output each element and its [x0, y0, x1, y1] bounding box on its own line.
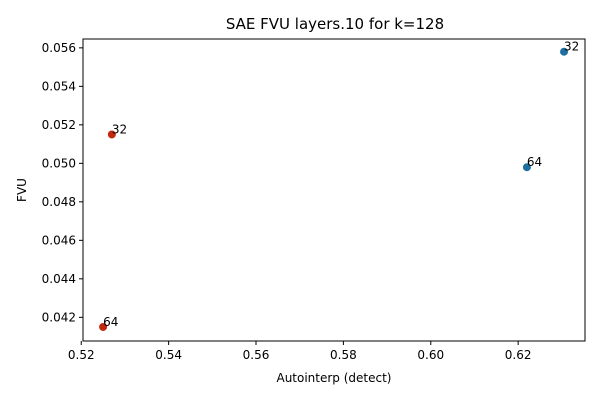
series-0: 32 64: [522, 40, 579, 172]
x-tick-label: 0.54: [155, 348, 182, 362]
plot-area: 32 64 32 64: [99, 40, 579, 331]
data-point: [522, 163, 531, 172]
plot-frame: [82, 38, 586, 342]
x-tick-label: 0.56: [243, 348, 270, 362]
data-point-label: 32: [112, 122, 127, 136]
y-axis: 0.042 0.044 0.046 0.048 0.050 0.052 0.054 0.056: [42, 41, 83, 324]
x-tick-label: 0.52: [68, 348, 95, 362]
y-tick-label: 0.044: [42, 272, 76, 286]
data-point: [99, 322, 108, 331]
y-tick-label: 0.048: [42, 195, 76, 209]
data-point-label: 32: [564, 40, 579, 54]
x-tick-label: 0.62: [505, 348, 532, 362]
data-point-label: 64: [103, 315, 118, 329]
y-tick-label: 0.042: [42, 310, 76, 324]
x-tick-label: 0.60: [417, 348, 444, 362]
y-tick-label: 0.046: [42, 233, 76, 247]
y-axis-label: FVU: [15, 178, 29, 202]
y-tick-label: 0.056: [42, 41, 76, 55]
y-tick-label: 0.054: [42, 79, 76, 93]
x-tick-label: 0.58: [330, 348, 357, 362]
data-point-label: 64: [527, 155, 542, 169]
data-point: [107, 130, 116, 139]
x-axis-label: Autointerp (detect): [276, 371, 391, 385]
chart-title: SAE FVU layers.10 for k=128: [226, 15, 444, 33]
y-tick-label: 0.050: [42, 156, 76, 170]
x-axis: 0.52 0.54 0.56 0.58 0.60 0.62: [68, 341, 532, 362]
y-tick-label: 0.052: [42, 118, 76, 132]
series-1: 32 64: [99, 122, 127, 331]
data-point: [560, 47, 569, 56]
